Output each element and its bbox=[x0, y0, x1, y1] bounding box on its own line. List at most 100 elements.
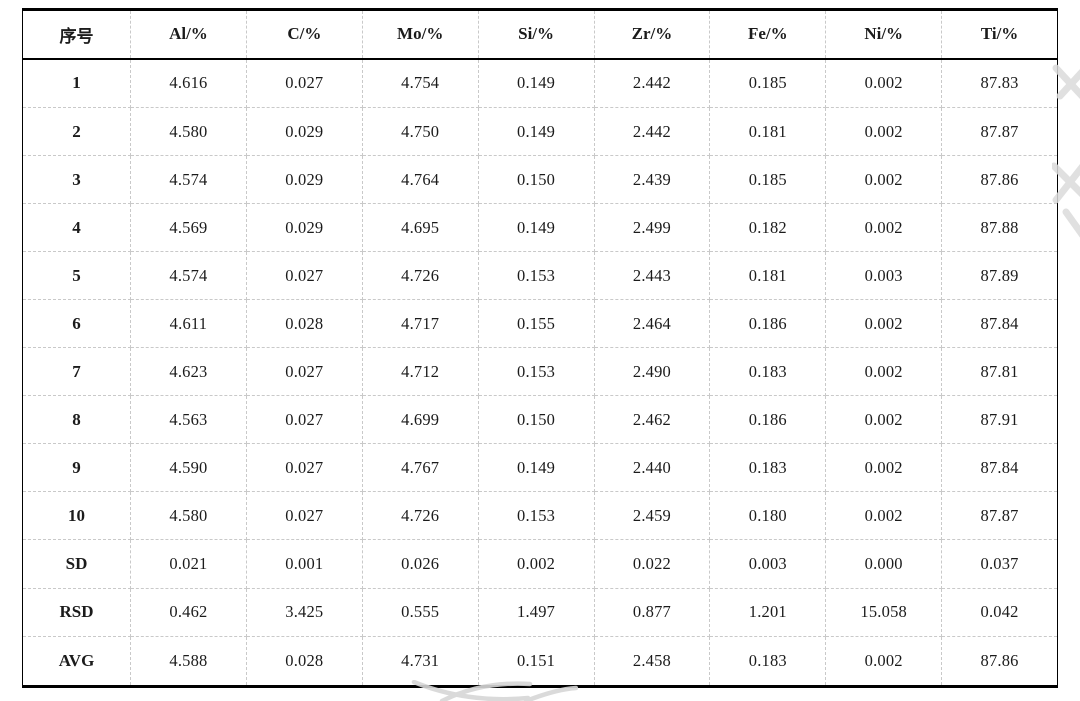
column-header: Si/% bbox=[478, 9, 595, 60]
column-header: Al/% bbox=[130, 9, 247, 60]
table-cell: 4.699 bbox=[362, 395, 479, 445]
table-cell: 0.462 bbox=[130, 588, 247, 637]
table-body: 1 4.616 0.027 4.754 0.149 2.442 0.185 0.002 87.8… bbox=[22, 58, 1058, 687]
table-cell: 0.183 bbox=[709, 347, 827, 397]
table-cell: 0.002 bbox=[825, 491, 943, 541]
table-cell: 0.181 bbox=[709, 107, 827, 157]
table-cell: 2.490 bbox=[594, 347, 711, 397]
table-row: 2 4.580 0.029 4.750 0.149 2.442 0.181 0.002 87.8… bbox=[22, 107, 1058, 157]
table-row: 1 4.616 0.027 4.754 0.149 2.442 0.185 0.002 87.8… bbox=[22, 58, 1058, 109]
table-cell: 0.003 bbox=[709, 539, 827, 589]
table-cell: 4.611 bbox=[130, 299, 247, 349]
column-header: C/% bbox=[246, 9, 363, 60]
table-cell: 0.000 bbox=[825, 539, 943, 589]
table-header: 序号 Al/% C/% Mo/% Si/% Zr/% Fe/% Ni/% Ti/% bbox=[22, 9, 1058, 60]
table-cell: 0.183 bbox=[709, 636, 827, 687]
row-label: SD bbox=[22, 539, 131, 589]
row-label: 5 bbox=[22, 251, 131, 301]
row-label: 7 bbox=[22, 347, 131, 397]
table-cell: 0.002 bbox=[825, 107, 943, 157]
column-header: Mo/% bbox=[362, 9, 479, 60]
column-header: Fe/% bbox=[709, 9, 827, 60]
table-cell: 0.153 bbox=[478, 491, 595, 541]
table-cell: 0.153 bbox=[478, 347, 595, 397]
row-label: 9 bbox=[22, 443, 131, 493]
table-cell: 87.91 bbox=[941, 395, 1058, 445]
table-cell: 0.181 bbox=[709, 251, 827, 301]
table-row: SD 0.021 0.001 0.026 0.002 0.022 0.003 0.000 0.0… bbox=[22, 539, 1058, 589]
table-cell: 4.712 bbox=[362, 347, 479, 397]
table-cell: 0.182 bbox=[709, 203, 827, 253]
table-row: 6 4.611 0.028 4.717 0.155 2.464 0.186 0.002 87.8… bbox=[22, 299, 1058, 349]
table-cell: 4.569 bbox=[130, 203, 247, 253]
table-cell: 0.037 bbox=[941, 539, 1058, 589]
row-label: RSD bbox=[22, 588, 131, 637]
table-cell: 4.588 bbox=[130, 636, 247, 687]
row-label: 10 bbox=[22, 491, 131, 541]
row-label: AVG bbox=[22, 636, 131, 687]
table-cell: 87.84 bbox=[941, 443, 1058, 493]
table-cell: 2.443 bbox=[594, 251, 711, 301]
table-row: 8 4.563 0.027 4.699 0.150 2.462 0.186 0.002 87.9… bbox=[22, 395, 1058, 445]
table-cell: 87.86 bbox=[941, 155, 1058, 205]
table-cell: 2.458 bbox=[594, 636, 711, 687]
table-cell: 0.185 bbox=[709, 58, 827, 109]
table-cell: 0.027 bbox=[246, 443, 363, 493]
column-header: Zr/% bbox=[594, 9, 711, 60]
table-cell: 0.021 bbox=[130, 539, 247, 589]
table-cell: 0.042 bbox=[941, 588, 1058, 637]
table-row: AVG 4.588 0.028 4.731 0.151 2.458 0.183 0.002 87… bbox=[22, 636, 1058, 687]
row-label: 6 bbox=[22, 299, 131, 349]
table-cell: 0.150 bbox=[478, 155, 595, 205]
table-cell: 0.149 bbox=[478, 107, 595, 157]
table-cell: 4.574 bbox=[130, 155, 247, 205]
table-cell: 1.497 bbox=[478, 588, 595, 637]
table-cell: 0.001 bbox=[246, 539, 363, 589]
table-cell: 4.726 bbox=[362, 491, 479, 541]
table-cell: 2.442 bbox=[594, 58, 711, 109]
table-row: 4 4.569 0.029 4.695 0.149 2.499 0.182 0.002 87.8… bbox=[22, 203, 1058, 253]
table-cell: 2.442 bbox=[594, 107, 711, 157]
table-cell: 0.155 bbox=[478, 299, 595, 349]
table-cell: 0.180 bbox=[709, 491, 827, 541]
table-cell: 0.151 bbox=[478, 636, 595, 687]
table-cell: 2.440 bbox=[594, 443, 711, 493]
table-cell: 2.462 bbox=[594, 395, 711, 445]
table-cell: 87.89 bbox=[941, 251, 1058, 301]
table-cell: 0.027 bbox=[246, 251, 363, 301]
row-label: 8 bbox=[22, 395, 131, 445]
table-cell: 15.058 bbox=[825, 588, 943, 637]
composition-table: 序号 Al/% C/% Mo/% Si/% Zr/% Fe/% Ni/% Ti/% 1 4.616… bbox=[22, 8, 1058, 688]
table-cell: 0.002 bbox=[825, 443, 943, 493]
table-cell: 0.002 bbox=[825, 299, 943, 349]
table-cell: 0.022 bbox=[594, 539, 711, 589]
table-cell: 87.87 bbox=[941, 107, 1058, 157]
table-cell: 0.029 bbox=[246, 107, 363, 157]
table-row: 7 4.623 0.027 4.712 0.153 2.490 0.183 0.002 87.8… bbox=[22, 347, 1058, 397]
table-cell: 87.81 bbox=[941, 347, 1058, 397]
table-cell: 0.002 bbox=[825, 395, 943, 445]
table-row: 3 4.574 0.029 4.764 0.150 2.439 0.185 0.002 87.8… bbox=[22, 155, 1058, 205]
table-cell: 0.002 bbox=[825, 203, 943, 253]
table-cell: 87.88 bbox=[941, 203, 1058, 253]
table-cell: 0.149 bbox=[478, 58, 595, 109]
table-cell: 87.83 bbox=[941, 58, 1058, 109]
table-cell: 0.028 bbox=[246, 636, 363, 687]
table-cell: 4.563 bbox=[130, 395, 247, 445]
table-cell: 0.027 bbox=[246, 491, 363, 541]
table-cell: 0.002 bbox=[825, 155, 943, 205]
table-row: 9 4.590 0.027 4.767 0.149 2.440 0.183 0.002 87.8… bbox=[22, 443, 1058, 493]
table-cell: 4.767 bbox=[362, 443, 479, 493]
column-header-index: 序号 bbox=[22, 9, 131, 60]
table-cell: 0.153 bbox=[478, 251, 595, 301]
table-cell: 4.731 bbox=[362, 636, 479, 687]
table-cell: 0.002 bbox=[825, 347, 943, 397]
column-header: Ni/% bbox=[825, 9, 943, 60]
table-cell: 0.028 bbox=[246, 299, 363, 349]
table-row: 5 4.574 0.027 4.726 0.153 2.443 0.181 0.003 87.8… bbox=[22, 251, 1058, 301]
table-cell: 0.186 bbox=[709, 299, 827, 349]
table-cell: 0.027 bbox=[246, 58, 363, 109]
table-cell: 0.186 bbox=[709, 395, 827, 445]
table-cell: 0.002 bbox=[825, 636, 943, 687]
